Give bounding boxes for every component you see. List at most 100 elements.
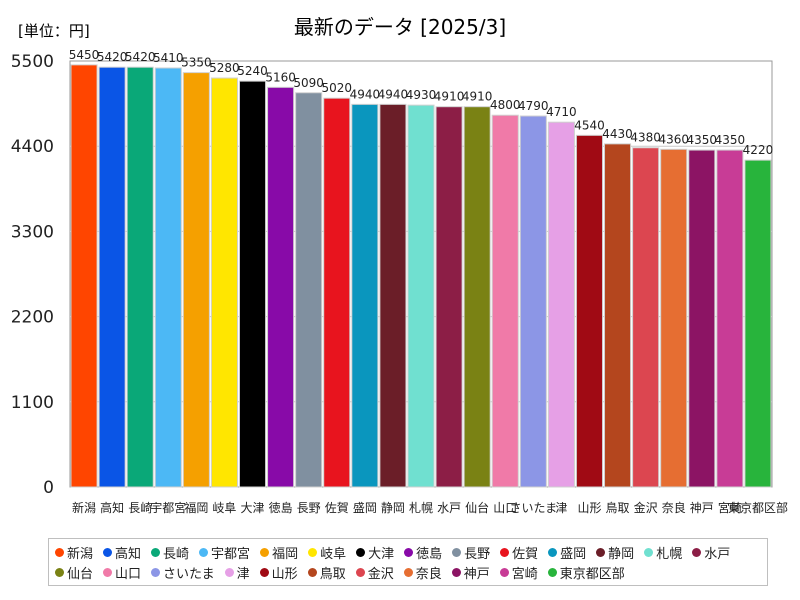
value-label: 5450 bbox=[69, 48, 100, 62]
legend-item: 長野 bbox=[452, 542, 490, 562]
legend-label: 宇都宮 bbox=[211, 546, 251, 562]
value-label: 4910 bbox=[434, 90, 465, 104]
bar-22 bbox=[660, 148, 688, 488]
legend-swatch bbox=[452, 547, 462, 557]
legend-swatch bbox=[55, 567, 64, 577]
legend-label: 札幌 bbox=[656, 546, 683, 562]
legend-item: 新潟 bbox=[55, 542, 93, 562]
legend-item: 長崎 bbox=[151, 542, 189, 562]
legend-item: 福岡 bbox=[260, 542, 298, 562]
value-label: 4220 bbox=[743, 143, 774, 157]
legend-swatch bbox=[403, 567, 413, 577]
bar-13 bbox=[407, 104, 435, 488]
legend-swatch bbox=[547, 567, 557, 577]
legend-label: 鳥取 bbox=[319, 566, 346, 582]
value-label: 4710 bbox=[546, 105, 577, 119]
x-tick-label: 長野 bbox=[297, 501, 321, 515]
value-label: 4910 bbox=[462, 90, 493, 104]
x-tick-label: 大津 bbox=[241, 501, 265, 515]
legend-swatch bbox=[308, 547, 318, 557]
x-tick-label: 東京都区部 bbox=[728, 500, 788, 515]
value-label: 4940 bbox=[350, 87, 381, 101]
legend-item: 山形 bbox=[259, 562, 298, 582]
value-label: 5410 bbox=[153, 51, 184, 65]
bar-12 bbox=[379, 103, 407, 488]
legend-label: 神戸 bbox=[463, 566, 490, 582]
legend-label: 新潟 bbox=[67, 546, 94, 562]
x-tick-label: 高知 bbox=[100, 500, 124, 515]
plot-area: 0 1100 2200 3300 4400 5500 5450 新潟 5420 高知 5420 長崎 5… bbox=[11, 48, 788, 515]
bar-23 bbox=[688, 149, 716, 488]
legend-swatch bbox=[355, 567, 365, 577]
legend-item: 宮崎 bbox=[499, 562, 538, 582]
value-label: 4430 bbox=[602, 127, 633, 141]
legend-item: 佐賀 bbox=[500, 542, 538, 562]
y-tick-label: 5500 bbox=[11, 52, 54, 72]
bar-3 bbox=[126, 66, 154, 488]
legend-item: 徳島 bbox=[404, 542, 442, 562]
legend-label: さいたま bbox=[163, 566, 215, 582]
legend-swatch bbox=[199, 547, 209, 557]
legend-item: 山口 bbox=[103, 562, 141, 582]
legend-swatch bbox=[499, 567, 509, 577]
bar-2 bbox=[98, 66, 126, 488]
legend-swatch bbox=[103, 547, 113, 557]
legend-label: 高知 bbox=[115, 546, 142, 562]
y-tick-label: 0 bbox=[43, 478, 54, 498]
bar-5 bbox=[182, 72, 210, 488]
x-tick-label: 福岡 bbox=[184, 500, 208, 515]
x-tick-label: 長崎 bbox=[128, 501, 152, 515]
bar-25 bbox=[744, 159, 772, 488]
bar-9 bbox=[295, 92, 323, 488]
legend-item: 水戸 bbox=[692, 542, 730, 562]
x-tick-label: 山口 bbox=[493, 501, 517, 515]
value-label: 4350 bbox=[715, 133, 746, 147]
legend-item: さいたま bbox=[151, 562, 215, 582]
legend-swatch bbox=[151, 547, 161, 557]
legend-item: 盛岡 bbox=[548, 542, 586, 562]
x-tick-label: 新潟 bbox=[72, 500, 96, 515]
legend-swatch bbox=[644, 547, 654, 557]
x-tick-label: 盛岡 bbox=[353, 500, 377, 515]
legend-swatch bbox=[55, 547, 64, 557]
legend-item: 鳥取 bbox=[307, 562, 346, 582]
legend-swatch bbox=[356, 547, 366, 557]
x-tick-label: 奈良 bbox=[662, 500, 686, 515]
legend-swatch bbox=[500, 547, 510, 557]
legend-label: 徳島 bbox=[416, 546, 443, 562]
value-label: 4930 bbox=[406, 88, 437, 102]
legend-label: 福岡 bbox=[272, 546, 299, 562]
legend-item: 神戸 bbox=[451, 562, 490, 582]
value-label: 5160 bbox=[265, 70, 296, 84]
value-label: 5420 bbox=[97, 50, 128, 64]
legend-item: 津 bbox=[224, 562, 250, 582]
x-tick-label: 仙台 bbox=[465, 500, 489, 515]
value-label: 4800 bbox=[490, 98, 521, 112]
chart-title: 最新のデータ [2025/3] bbox=[294, 15, 506, 39]
legend-label: 佐賀 bbox=[512, 546, 539, 562]
bar-19 bbox=[575, 134, 604, 488]
value-label: 5420 bbox=[125, 50, 156, 64]
legend-label: 大津 bbox=[368, 546, 395, 562]
legend-item: 札幌 bbox=[644, 542, 682, 562]
legend-label: 東京都区部 bbox=[559, 566, 625, 582]
y-tick-label: 2200 bbox=[11, 308, 54, 328]
x-tick-label: 金沢 bbox=[634, 500, 658, 515]
legend-label: 長崎 bbox=[163, 546, 190, 562]
y-tick-label: 1100 bbox=[11, 393, 54, 413]
legend-label: 長野 bbox=[464, 546, 491, 562]
bar-24 bbox=[716, 149, 744, 488]
x-tick-label: 鳥取 bbox=[606, 500, 630, 515]
legend-swatch bbox=[224, 567, 234, 577]
unit-label: [単位：円] bbox=[18, 22, 90, 40]
legend-swatch bbox=[692, 547, 702, 557]
legend-label: 津 bbox=[236, 566, 250, 582]
legend-item: 奈良 bbox=[403, 562, 442, 582]
value-label: 4940 bbox=[378, 87, 409, 101]
legend: 新潟 高知 長崎 宇都宮 福岡 岐阜 大津 徳島 長野 佐賀 盛岡 静岡 札幌 水戸 仙台 山口 さいたま 津 山形… bbox=[48, 538, 768, 586]
x-tick-label: 神戸 bbox=[690, 501, 714, 515]
bar-chart: [単位：円] 最新のデータ [2025/3] 0 1100 2200 3300 4400… bbox=[11, 15, 788, 515]
legend-item: 宇都宮 bbox=[199, 542, 250, 562]
x-tick-label: 津 bbox=[555, 501, 567, 515]
value-label: 4350 bbox=[687, 133, 718, 147]
